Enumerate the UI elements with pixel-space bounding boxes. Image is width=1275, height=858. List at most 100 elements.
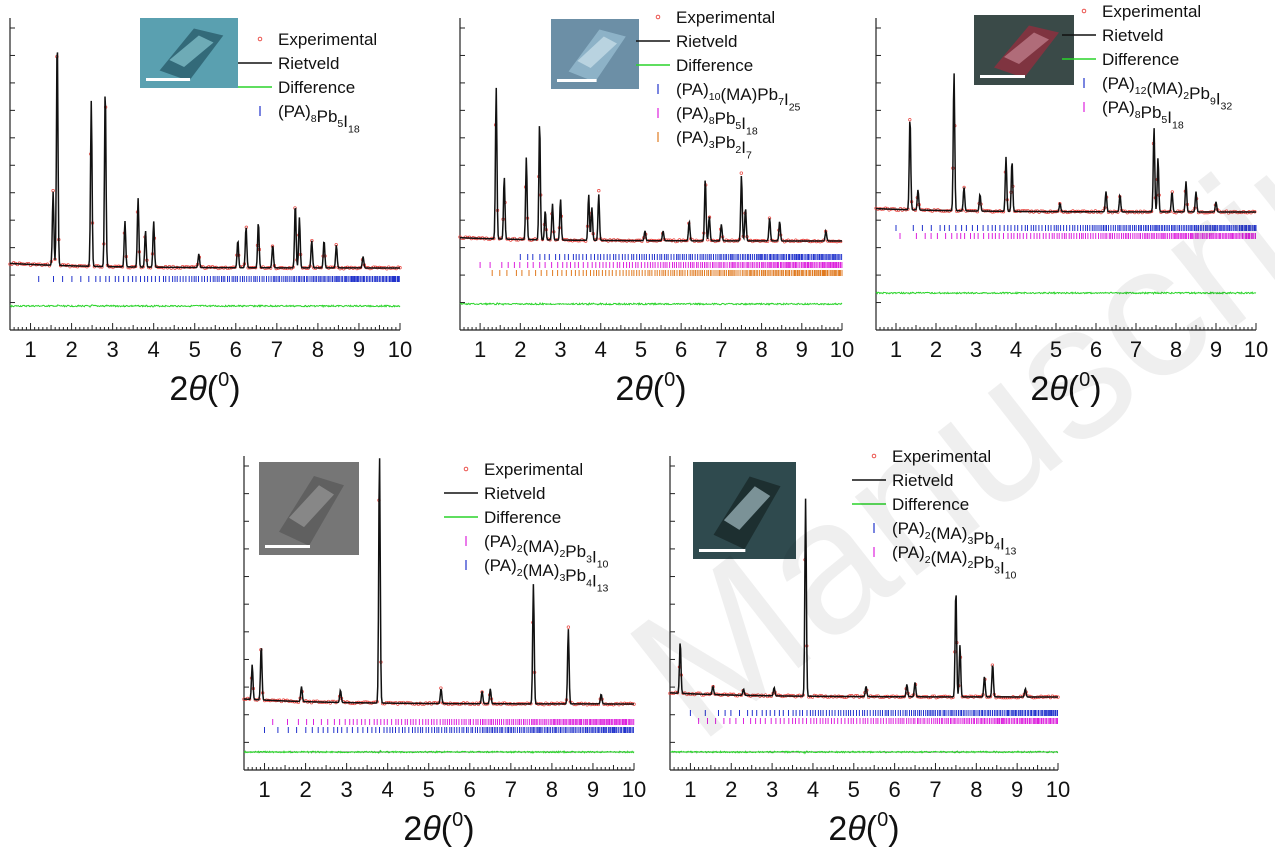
x-tick-label: 2 (930, 337, 942, 362)
chart-panel-1: 1 2 3 4 5 6 7 8 9 10 2θ(0) Experimental Rietveld Diff… (8, 18, 412, 408)
legend: Experimental Rietveld Difference (PA)2(MA)3… (852, 447, 1017, 581)
bragg-tick-row-1 (519, 254, 843, 260)
x-tick-label: 3 (970, 337, 982, 362)
x-axis-title: 2θ(0) (828, 809, 899, 848)
x-tick-label: 1 (258, 777, 270, 802)
legend-marker-experimental (871, 453, 877, 459)
crystal-photo-teal (140, 18, 238, 88)
x-tick-label: 10 (1046, 777, 1070, 802)
x-tick-label: 9 (796, 337, 808, 362)
crystal-highlight (1004, 32, 1049, 64)
x-tick-label: 6 (1090, 337, 1102, 362)
bragg-tick-row-2 (264, 727, 634, 733)
experimental-series (874, 118, 1257, 215)
legend-label: Rietveld (278, 54, 339, 73)
legend-label: Experimental (484, 460, 583, 479)
x-tick-label: 7 (929, 777, 941, 802)
x-tick-label: 9 (587, 777, 599, 802)
scale-bar (146, 78, 191, 81)
x-tick-label: 2 (514, 337, 526, 362)
x-tick-label: 2 (299, 777, 311, 802)
legend-label: (PA)12(MA)2Pb9I32 (1102, 74, 1232, 112)
legend-label: Rietveld (892, 471, 953, 490)
bragg-tick-row-3 (491, 270, 843, 276)
x-tick-label: 2 (65, 337, 77, 362)
x-tick-label: 8 (755, 337, 767, 362)
crystal-photo-pink (974, 15, 1074, 85)
x-tick-label: 7 (505, 777, 517, 802)
scale-bar (699, 549, 746, 552)
scale-bar (265, 545, 310, 548)
legend: Experimental Rietveld Difference (PA)10(MA)… (636, 8, 801, 161)
rietveld-series (669, 498, 1058, 698)
crystal-photo-cyan (693, 462, 796, 559)
difference-series (459, 301, 843, 306)
bragg-tick-row-1 (272, 719, 635, 725)
legend-label: (PA)2(MA)3Pb4I13 (892, 519, 1017, 557)
legend-label: (PA)2(MA)2Pb3I10 (892, 543, 1017, 581)
x-tick-label: 4 (382, 777, 394, 802)
x-tick-label: 1 (684, 777, 696, 802)
experimental-series (458, 123, 843, 244)
x-tick-label: 8 (1170, 337, 1182, 362)
x-tick-label: 6 (889, 777, 901, 802)
scale-bar (980, 75, 1025, 78)
legend-marker-experimental (463, 466, 469, 472)
x-tick-label: 10 (622, 777, 646, 802)
experimental-series (668, 558, 1060, 700)
rietveld-series (459, 87, 842, 242)
chart-panel-3: 1 2 3 4 5 6 7 8 9 10 2θ(0) Experimental Rietveld Diff… (874, 2, 1268, 408)
legend-marker-experimental (1081, 8, 1087, 14)
x-axis-title: 2θ(0) (615, 369, 686, 408)
x-tick-label: 1 (24, 337, 36, 362)
x-tick-label: 10 (388, 337, 412, 362)
x-tick-label: 5 (189, 337, 201, 362)
legend-label: (PA)10(MA)Pb7I25 (676, 80, 801, 113)
legend-label: Experimental (892, 447, 991, 466)
legend-label: Rietveld (676, 32, 737, 51)
x-tick-label: 7 (715, 337, 727, 362)
x-tick-label: 9 (353, 337, 365, 362)
crystal-photo-gray (259, 462, 359, 555)
x-tick-label: 3 (107, 337, 119, 362)
x-tick-label: 10 (1244, 337, 1268, 362)
rietveld-series (243, 458, 634, 705)
x-tick-label: 4 (595, 337, 607, 362)
legend: Experimental Rietveld Difference (PA)12(MA)… (1062, 2, 1232, 131)
legend-label: Rietveld (484, 484, 545, 503)
legend-label: (PA)8Pb5I18 (278, 102, 360, 135)
difference-series (243, 749, 635, 754)
legend-label: Experimental (1102, 2, 1201, 21)
bragg-tick-row-2 (698, 718, 1058, 724)
crystal-photo-blue (551, 19, 639, 89)
x-tick-label: 6 (230, 337, 242, 362)
legend-label: Difference (484, 508, 561, 527)
x-tick-label: 1 (474, 337, 486, 362)
legend-label: Difference (676, 56, 753, 75)
bragg-tick-row-1 (895, 225, 1257, 231)
x-tick-label: 4 (807, 777, 819, 802)
bragg-tick-row-2 (899, 233, 1256, 239)
crystal-highlight (723, 486, 771, 530)
x-tick-label: 8 (312, 337, 324, 362)
x-tick-label: 3 (766, 777, 778, 802)
x-tick-label: 8 (546, 777, 558, 802)
bragg-tick-row-1 (689, 710, 1058, 716)
difference-series (9, 304, 401, 308)
x-tick-label: 3 (554, 337, 566, 362)
x-tick-label: 5 (848, 777, 860, 802)
legend: Experimental Rietveld Difference (PA)2(MA)2… (444, 460, 609, 594)
legend-label: Rietveld (1102, 26, 1163, 45)
chart-panel-5: 1 2 3 4 5 6 7 8 9 10 2θ(0) Experimental Rietveld Diff… (668, 447, 1070, 848)
legend-label: Experimental (278, 30, 377, 49)
legend-label: Difference (278, 78, 355, 97)
legend-label: (PA)2(MA)2Pb3I10 (484, 532, 609, 570)
rietveld-series (9, 52, 400, 269)
crystal-highlight (577, 36, 617, 68)
bragg-tick-row-1 (38, 276, 400, 282)
x-tick-label: 5 (635, 337, 647, 362)
x-tick-label: 5 (423, 777, 435, 802)
crystal-highlight (289, 485, 334, 528)
x-tick-label: 5 (1050, 337, 1062, 362)
